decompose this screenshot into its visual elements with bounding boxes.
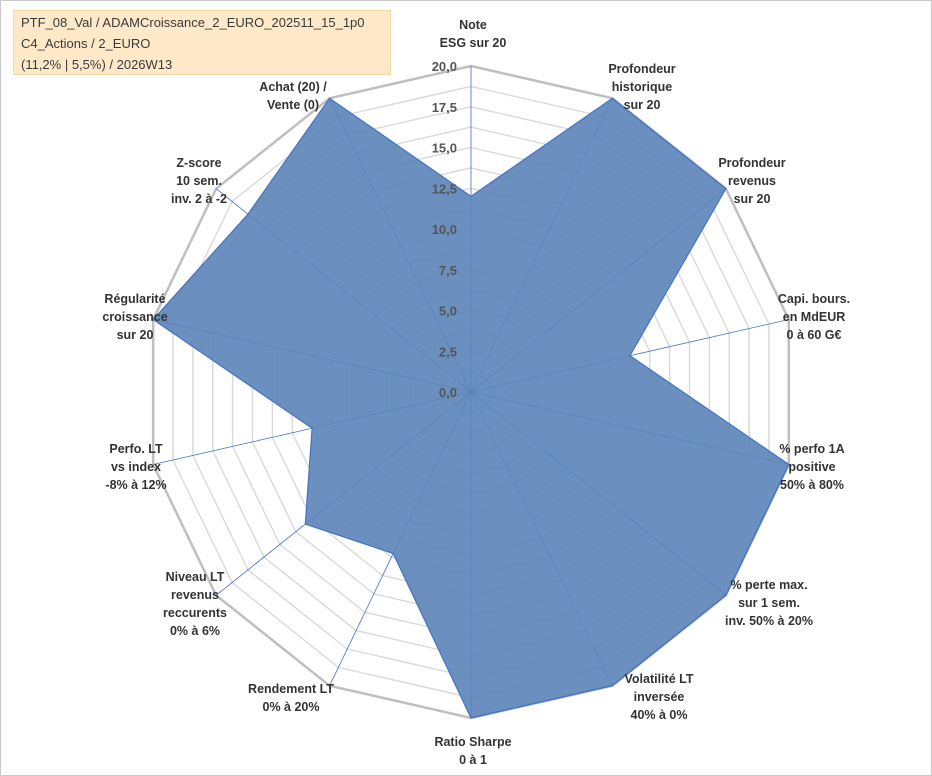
axis-label: % perfo 1A positive 50% à 80%	[779, 442, 844, 492]
axis-label-line: ESG sur 20	[440, 36, 507, 50]
axis-label-line: 10 sem.	[176, 174, 222, 188]
axis-label-line: revenus	[171, 588, 219, 602]
axis-label: Rendement LT 0% à 20%	[248, 682, 334, 714]
radial-tick-label: 12,5	[432, 181, 457, 196]
axis-label: Perfo. LT vs index -8% à 12%	[105, 442, 166, 492]
radial-tick-label: 7,5	[439, 263, 457, 278]
axis-label-line: Niveau LT	[166, 570, 225, 584]
radial-tick-label: 17,5	[432, 100, 457, 115]
radial-tick-label: 15,0	[432, 141, 457, 156]
axis-label-line: Note	[459, 18, 487, 32]
axis-label-line: croissance	[102, 310, 167, 324]
axis-label-line: en MdEUR	[783, 310, 846, 324]
axis-label-line: -8% à 12%	[105, 478, 166, 492]
axis-label: Profondeur historique sur 20	[608, 62, 675, 112]
axis-label: % perte max. sur 1 sem. inv. 50% à 20%	[725, 578, 813, 628]
axis-label-line: Profondeur	[608, 62, 675, 76]
axis-label-line: revenus	[728, 174, 776, 188]
radial-tick-label: 0,0	[439, 385, 457, 400]
axis-label-line: 0% à 20%	[263, 700, 320, 714]
axis-label: Régularité croissance sur 20	[102, 292, 167, 342]
axis-label-line: inv. 50% à 20%	[725, 614, 813, 628]
info-box: PTF_08_Val / ADAMCroissance_2_EURO_20251…	[13, 10, 391, 75]
axis-label: Niveau LT revenus reccurents 0% à 6%	[163, 570, 227, 638]
series-area	[152, 97, 790, 719]
axis-label-line: % perte max.	[730, 578, 807, 592]
radial-tick-label: 20,0	[432, 59, 457, 74]
axis-label-line: Rendement LT	[248, 682, 334, 696]
axis-label-line: % perfo 1A	[779, 442, 844, 456]
axis-label-line: reccurents	[163, 606, 227, 620]
info-category-line: C4_Actions / 2_EURO	[21, 36, 151, 51]
axis-label-line: Profondeur	[718, 156, 785, 170]
radial-tick-label: 2,5	[439, 344, 457, 359]
axis-label-line: sur 20	[624, 98, 661, 112]
axis-label-line: 0% à 6%	[170, 624, 220, 638]
axis-label-line: inversée	[634, 690, 685, 704]
axis-label-line: Régularité	[104, 292, 165, 306]
axis-label: Profondeur revenus sur 20	[718, 156, 785, 206]
axis-label-line: Ratio Sharpe	[434, 735, 511, 749]
info-portfolio-line: PTF_08_Val / ADAMCroissance_2_EURO_20251…	[21, 15, 365, 30]
radial-tick-labels: 0,0 2,5 5,0 7,5 10,0 12,5 15,0 17,5 20,0	[432, 59, 457, 400]
axis-label-line: 40% à 0%	[631, 708, 688, 722]
axis-label-line: sur 20	[734, 192, 771, 206]
axis-label-line: Z-score	[176, 156, 221, 170]
axis-labels: Note ESG sur 20 Profondeur historique sur 20…	[102, 18, 850, 767]
axis-label-line: Volatilité LT	[625, 672, 694, 686]
axis-label: Z-score 10 sem. inv. 2 à -2	[171, 156, 227, 206]
axis-label-line: Capi. bours.	[778, 292, 850, 306]
axis-label: Capi. bours. en MdEUR 0 à 60 G€	[778, 292, 850, 342]
axis-label-line: historique	[612, 80, 672, 94]
axis-label-line: sur 20	[117, 328, 154, 342]
axis-label: Ratio Sharpe 0 à 1	[434, 735, 511, 767]
axis-label-line: 0 à 60 G€	[787, 328, 842, 342]
info-stats-line: (11,2% | 5,5%) / 2026W13	[21, 57, 173, 72]
axis-label-line: Achat (20) /	[259, 80, 327, 94]
axis-label-line: inv. 2 à -2	[171, 192, 227, 206]
axis-label-line: vs index	[111, 460, 161, 474]
axis-label-line: Vente (0)	[267, 98, 319, 112]
axis-label-line: positive	[788, 460, 835, 474]
axis-label-line: 0 à 1	[459, 753, 487, 767]
axis-label-line: 50% à 80%	[780, 478, 844, 492]
axis-label-line: sur 1 sem.	[738, 596, 800, 610]
radial-tick-label: 10,0	[432, 222, 457, 237]
axis-label: Note ESG sur 20	[440, 18, 507, 50]
radial-tick-label: 5,0	[439, 304, 457, 319]
axis-label-line: Perfo. LT	[109, 442, 163, 456]
axis-label: Volatilité LT inversée 40% à 0%	[625, 672, 694, 722]
